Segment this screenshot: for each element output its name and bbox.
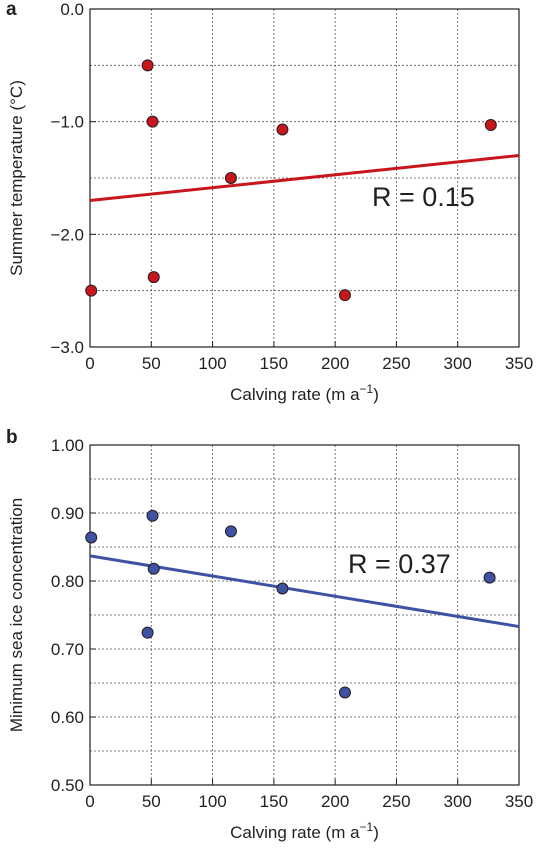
x-tick-label: 250 <box>382 792 410 811</box>
y-tick-label: −3.0 <box>50 338 84 357</box>
x-tick-label: 350 <box>505 354 533 373</box>
data-point <box>276 123 289 136</box>
panel-label: b <box>6 427 18 448</box>
y-tick-label: 0.80 <box>51 572 84 591</box>
data-point <box>146 115 159 128</box>
data-point <box>224 525 237 538</box>
y-tick-label: 0.90 <box>51 504 84 523</box>
y-tick-label: 0.50 <box>51 776 84 795</box>
data-point <box>147 271 160 284</box>
x-axis-title: Calving rate (m a−1) <box>230 820 379 842</box>
data-point <box>338 686 351 699</box>
x-tick-label: 300 <box>444 354 472 373</box>
panel-a: a 0 50 100 150 200 250 300 350 0.0 −1.0 −2.0 −3.0 Cal… <box>6 0 533 404</box>
y-tick-label: 0.60 <box>51 708 84 727</box>
data-point <box>147 562 160 575</box>
x-tick-label: 50 <box>142 354 161 373</box>
x-tick-label: 0 <box>85 354 94 373</box>
plot-frame <box>89 8 520 348</box>
data-point <box>484 119 497 132</box>
panel-b: b 0 50 100 150 200 250 300 350 1.00 0.90 0.80 0.70 0.… <box>6 427 533 842</box>
y-tick-label: 1.00 <box>51 436 84 455</box>
x-tick-label: 150 <box>260 792 288 811</box>
x-tick-label: 0 <box>85 792 94 811</box>
x-tick-label: 300 <box>444 792 472 811</box>
x-tick-label: 200 <box>321 354 349 373</box>
x-tick-label: 200 <box>321 792 349 811</box>
data-point <box>141 626 154 639</box>
x-tick-label: 250 <box>382 354 410 373</box>
y-axis-title: Summer temperature (°C) <box>7 80 26 276</box>
data-point <box>146 509 159 522</box>
trend-line <box>89 554 520 629</box>
x-tick-label: 100 <box>198 354 226 373</box>
data-point <box>224 172 237 184</box>
data-point <box>338 289 351 302</box>
panel-label: a <box>6 0 17 20</box>
data-point <box>276 582 289 595</box>
data-point <box>141 59 154 72</box>
data-point <box>85 531 98 544</box>
x-tick-label: 100 <box>198 792 226 811</box>
correlation-label: R = 0.37 <box>348 549 451 579</box>
plot-frame <box>89 444 520 786</box>
x-axis-title: Calving rate (m a−1) <box>230 382 379 404</box>
y-tick-label: −1.0 <box>50 113 84 132</box>
trend-line <box>89 153 520 203</box>
y-tick-label: −2.0 <box>50 225 84 244</box>
correlation-label: R = 0.15 <box>372 182 475 212</box>
data-point <box>483 571 496 584</box>
y-axis-title: Minimum sea ice concentration <box>7 498 26 732</box>
x-tick-label: 150 <box>260 354 288 373</box>
data-point <box>85 284 98 297</box>
y-tick-label: 0.70 <box>51 640 84 659</box>
y-tick-label: 0.0 <box>60 0 84 19</box>
x-tick-label: 50 <box>142 792 161 811</box>
x-tick-label: 350 <box>505 792 533 811</box>
